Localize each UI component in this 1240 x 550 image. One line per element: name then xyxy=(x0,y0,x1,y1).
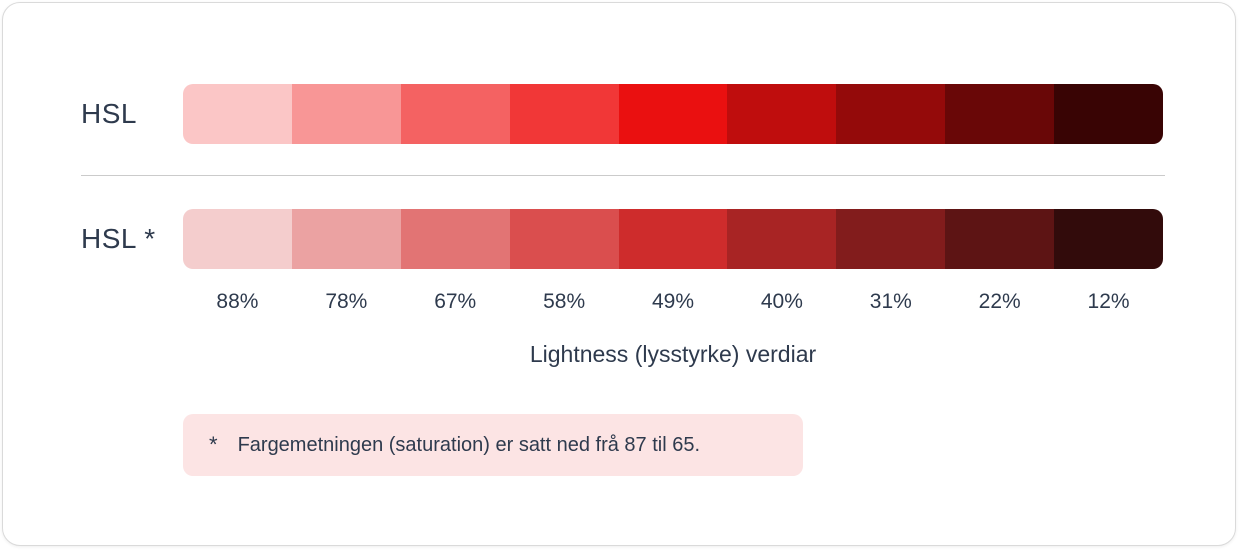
swatch-s87-l31 xyxy=(836,84,946,144)
lightness-label: 58% xyxy=(543,290,586,313)
swatch-s65-l12 xyxy=(1054,209,1163,269)
swatch-s87-l78 xyxy=(291,84,401,144)
swatch-bar-hsl-saturation-87 xyxy=(183,84,1163,144)
axis-caption: Lightness (lysstyrke) verdiar xyxy=(529,341,817,367)
swatch-s65-l31 xyxy=(836,209,946,269)
footnote-box: * Fargemetningen (saturation) er satt ne… xyxy=(183,414,803,476)
footnote-text: Fargemetningen (saturation) er satt ned … xyxy=(237,433,701,456)
lightness-label: 88% xyxy=(216,290,259,313)
lightness-tick-labels: 88% 78% 67% 58% 49% 40% 31% 22% 12% xyxy=(183,287,1163,317)
swatch-s65-l40 xyxy=(727,209,837,269)
lightness-label: 22% xyxy=(978,290,1021,313)
swatch-s65-l67 xyxy=(400,209,510,269)
swatch-s87-l49 xyxy=(618,84,728,144)
swatch-bar-hsl-saturation-65 xyxy=(183,209,1163,269)
swatch-s65-l58 xyxy=(509,209,619,269)
swatch-s87-l67 xyxy=(400,84,510,144)
swatch-s87-l12 xyxy=(1054,84,1163,144)
swatch-s87-l40 xyxy=(727,84,837,144)
lightness-label: 67% xyxy=(434,290,477,313)
lightness-label: 40% xyxy=(760,290,803,313)
lightness-label: 78% xyxy=(325,290,368,313)
swatch-s65-l49 xyxy=(618,209,728,269)
swatch-s65-l88 xyxy=(183,209,292,269)
lightness-label: 31% xyxy=(869,290,912,313)
row-label-hsl-adjusted: HSL * xyxy=(81,223,156,254)
footnote-asterisk: * xyxy=(209,432,218,457)
row-divider xyxy=(81,175,1165,176)
swatch-s65-l78 xyxy=(291,209,401,269)
lightness-label: 49% xyxy=(651,290,695,313)
swatch-s87-l22 xyxy=(945,84,1055,144)
swatch-s87-l88 xyxy=(183,84,292,144)
lightness-label: 12% xyxy=(1087,290,1130,313)
swatch-s65-l22 xyxy=(945,209,1055,269)
swatch-s87-l58 xyxy=(509,84,619,144)
row-label-hsl: HSL xyxy=(81,98,137,129)
